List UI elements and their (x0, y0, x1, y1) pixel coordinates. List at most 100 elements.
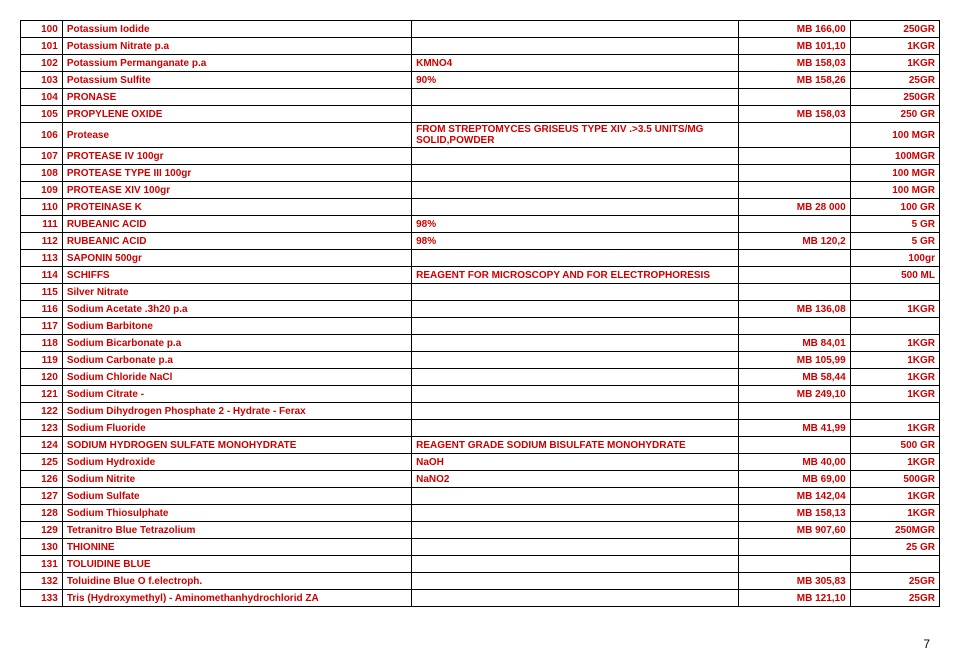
specification: REAGENT FOR MICROSCOPY AND FOR ELECTROPH… (412, 267, 739, 284)
quantity: 500 GR (850, 437, 939, 454)
mb-value (738, 89, 850, 106)
table-row: 107PROTEASE IV 100gr100MGR (21, 148, 940, 165)
quantity: 25GR (850, 72, 939, 89)
row-number: 102 (21, 55, 63, 72)
quantity (850, 284, 939, 301)
row-number: 119 (21, 352, 63, 369)
chemical-name: Potassium Nitrate p.a (62, 38, 411, 55)
mb-value: MB 58,44 (738, 369, 850, 386)
row-number: 104 (21, 89, 63, 106)
mb-value (738, 403, 850, 420)
table-row: 122Sodium Dihydrogen Phosphate 2 - Hydra… (21, 403, 940, 420)
mb-value: MB 142,04 (738, 488, 850, 505)
specification (412, 522, 739, 539)
row-number: 122 (21, 403, 63, 420)
mb-value: MB 105,99 (738, 352, 850, 369)
row-number: 114 (21, 267, 63, 284)
mb-value: MB 69,00 (738, 471, 850, 488)
chemical-name: PROPYLENE OXIDE (62, 106, 411, 123)
table-row: 120Sodium Chloride NaClMB 58,441KGR (21, 369, 940, 386)
chemical-name: Sodium Carbonate p.a (62, 352, 411, 369)
row-number: 130 (21, 539, 63, 556)
quantity: 500 ML (850, 267, 939, 284)
table-row: 119Sodium Carbonate p.aMB 105,991KGR (21, 352, 940, 369)
quantity: 250GR (850, 21, 939, 38)
table-row: 110PROTEINASE KMB 28 000100 GR (21, 199, 940, 216)
table-row: 104PRONASE250GR (21, 89, 940, 106)
table-row: 124SODIUM HYDROGEN SULFATE MONOHYDRATERE… (21, 437, 940, 454)
quantity: 25 GR (850, 539, 939, 556)
chemical-name: SODIUM HYDROGEN SULFATE MONOHYDRATE (62, 437, 411, 454)
chemical-name: RUBEANIC ACID (62, 216, 411, 233)
table-row: 113SAPONIN 500gr100gr (21, 250, 940, 267)
table-row: 126Sodium NitriteNaNO2MB 69,00500GR (21, 471, 940, 488)
specification (412, 284, 739, 301)
specification (412, 318, 739, 335)
mb-value (738, 284, 850, 301)
row-number: 124 (21, 437, 63, 454)
table-row: 123Sodium FluorideMB 41,991KGR (21, 420, 940, 437)
chemical-name: Sodium Dihydrogen Phosphate 2 - Hydrate … (62, 403, 411, 420)
row-number: 126 (21, 471, 63, 488)
specification (412, 420, 739, 437)
specification (412, 106, 739, 123)
row-number: 101 (21, 38, 63, 55)
quantity: 1KGR (850, 505, 939, 522)
chemicals-table: 100Potassium IodideMB 166,00250GR101Pota… (20, 20, 940, 607)
table-row: 114SCHIFFSREAGENT FOR MICROSCOPY AND FOR… (21, 267, 940, 284)
row-number: 116 (21, 301, 63, 318)
mb-value (738, 556, 850, 573)
mb-value: MB 166,00 (738, 21, 850, 38)
specification: 90% (412, 72, 739, 89)
mb-value (738, 165, 850, 182)
mb-value (738, 148, 850, 165)
mb-value: MB 121,10 (738, 590, 850, 607)
chemical-name: PROTEASE IV 100gr (62, 148, 411, 165)
specification (412, 403, 739, 420)
quantity: 5 GR (850, 216, 939, 233)
specification (412, 369, 739, 386)
table-row: 130THIONINE25 GR (21, 539, 940, 556)
row-number: 125 (21, 454, 63, 471)
quantity: 250MGR (850, 522, 939, 539)
chemical-name: Potassium Permanganate p.a (62, 55, 411, 72)
row-number: 115 (21, 284, 63, 301)
page-number: 7 (20, 637, 940, 651)
chemical-name: SAPONIN 500gr (62, 250, 411, 267)
chemical-name: PROTEASE XIV 100gr (62, 182, 411, 199)
chemical-name: PROTEINASE K (62, 199, 411, 216)
chemical-name: Tetranitro Blue Tetrazolium (62, 522, 411, 539)
row-number: 132 (21, 573, 63, 590)
chemical-name: Potassium Iodide (62, 21, 411, 38)
table-row: 127Sodium SulfateMB 142,041KGR (21, 488, 940, 505)
chemical-name: Sodium Acetate .3h20 p.a (62, 301, 411, 318)
mb-value: MB 40,00 (738, 454, 850, 471)
chemical-name: Tris (Hydroxymethyl) - Aminomethanhydroc… (62, 590, 411, 607)
row-number: 105 (21, 106, 63, 123)
specification (412, 38, 739, 55)
specification (412, 21, 739, 38)
mb-value (738, 123, 850, 148)
quantity: 100MGR (850, 148, 939, 165)
row-number: 110 (21, 199, 63, 216)
mb-value: MB 28 000 (738, 199, 850, 216)
specification (412, 573, 739, 590)
mb-value (738, 216, 850, 233)
specification: 98% (412, 216, 739, 233)
quantity: 1KGR (850, 369, 939, 386)
quantity: 1KGR (850, 55, 939, 72)
specification (412, 182, 739, 199)
row-number: 103 (21, 72, 63, 89)
row-number: 111 (21, 216, 63, 233)
table-row: 115Silver Nitrate (21, 284, 940, 301)
mb-value: MB 84,01 (738, 335, 850, 352)
table-row: 109PROTEASE XIV 100gr100 MGR (21, 182, 940, 199)
chemical-name: PROTEASE TYPE III 100gr (62, 165, 411, 182)
row-number: 120 (21, 369, 63, 386)
mb-value (738, 539, 850, 556)
quantity: 1KGR (850, 386, 939, 403)
specification (412, 89, 739, 106)
quantity: 100 MGR (850, 165, 939, 182)
quantity: 1KGR (850, 38, 939, 55)
chemical-name: Sodium Sulfate (62, 488, 411, 505)
